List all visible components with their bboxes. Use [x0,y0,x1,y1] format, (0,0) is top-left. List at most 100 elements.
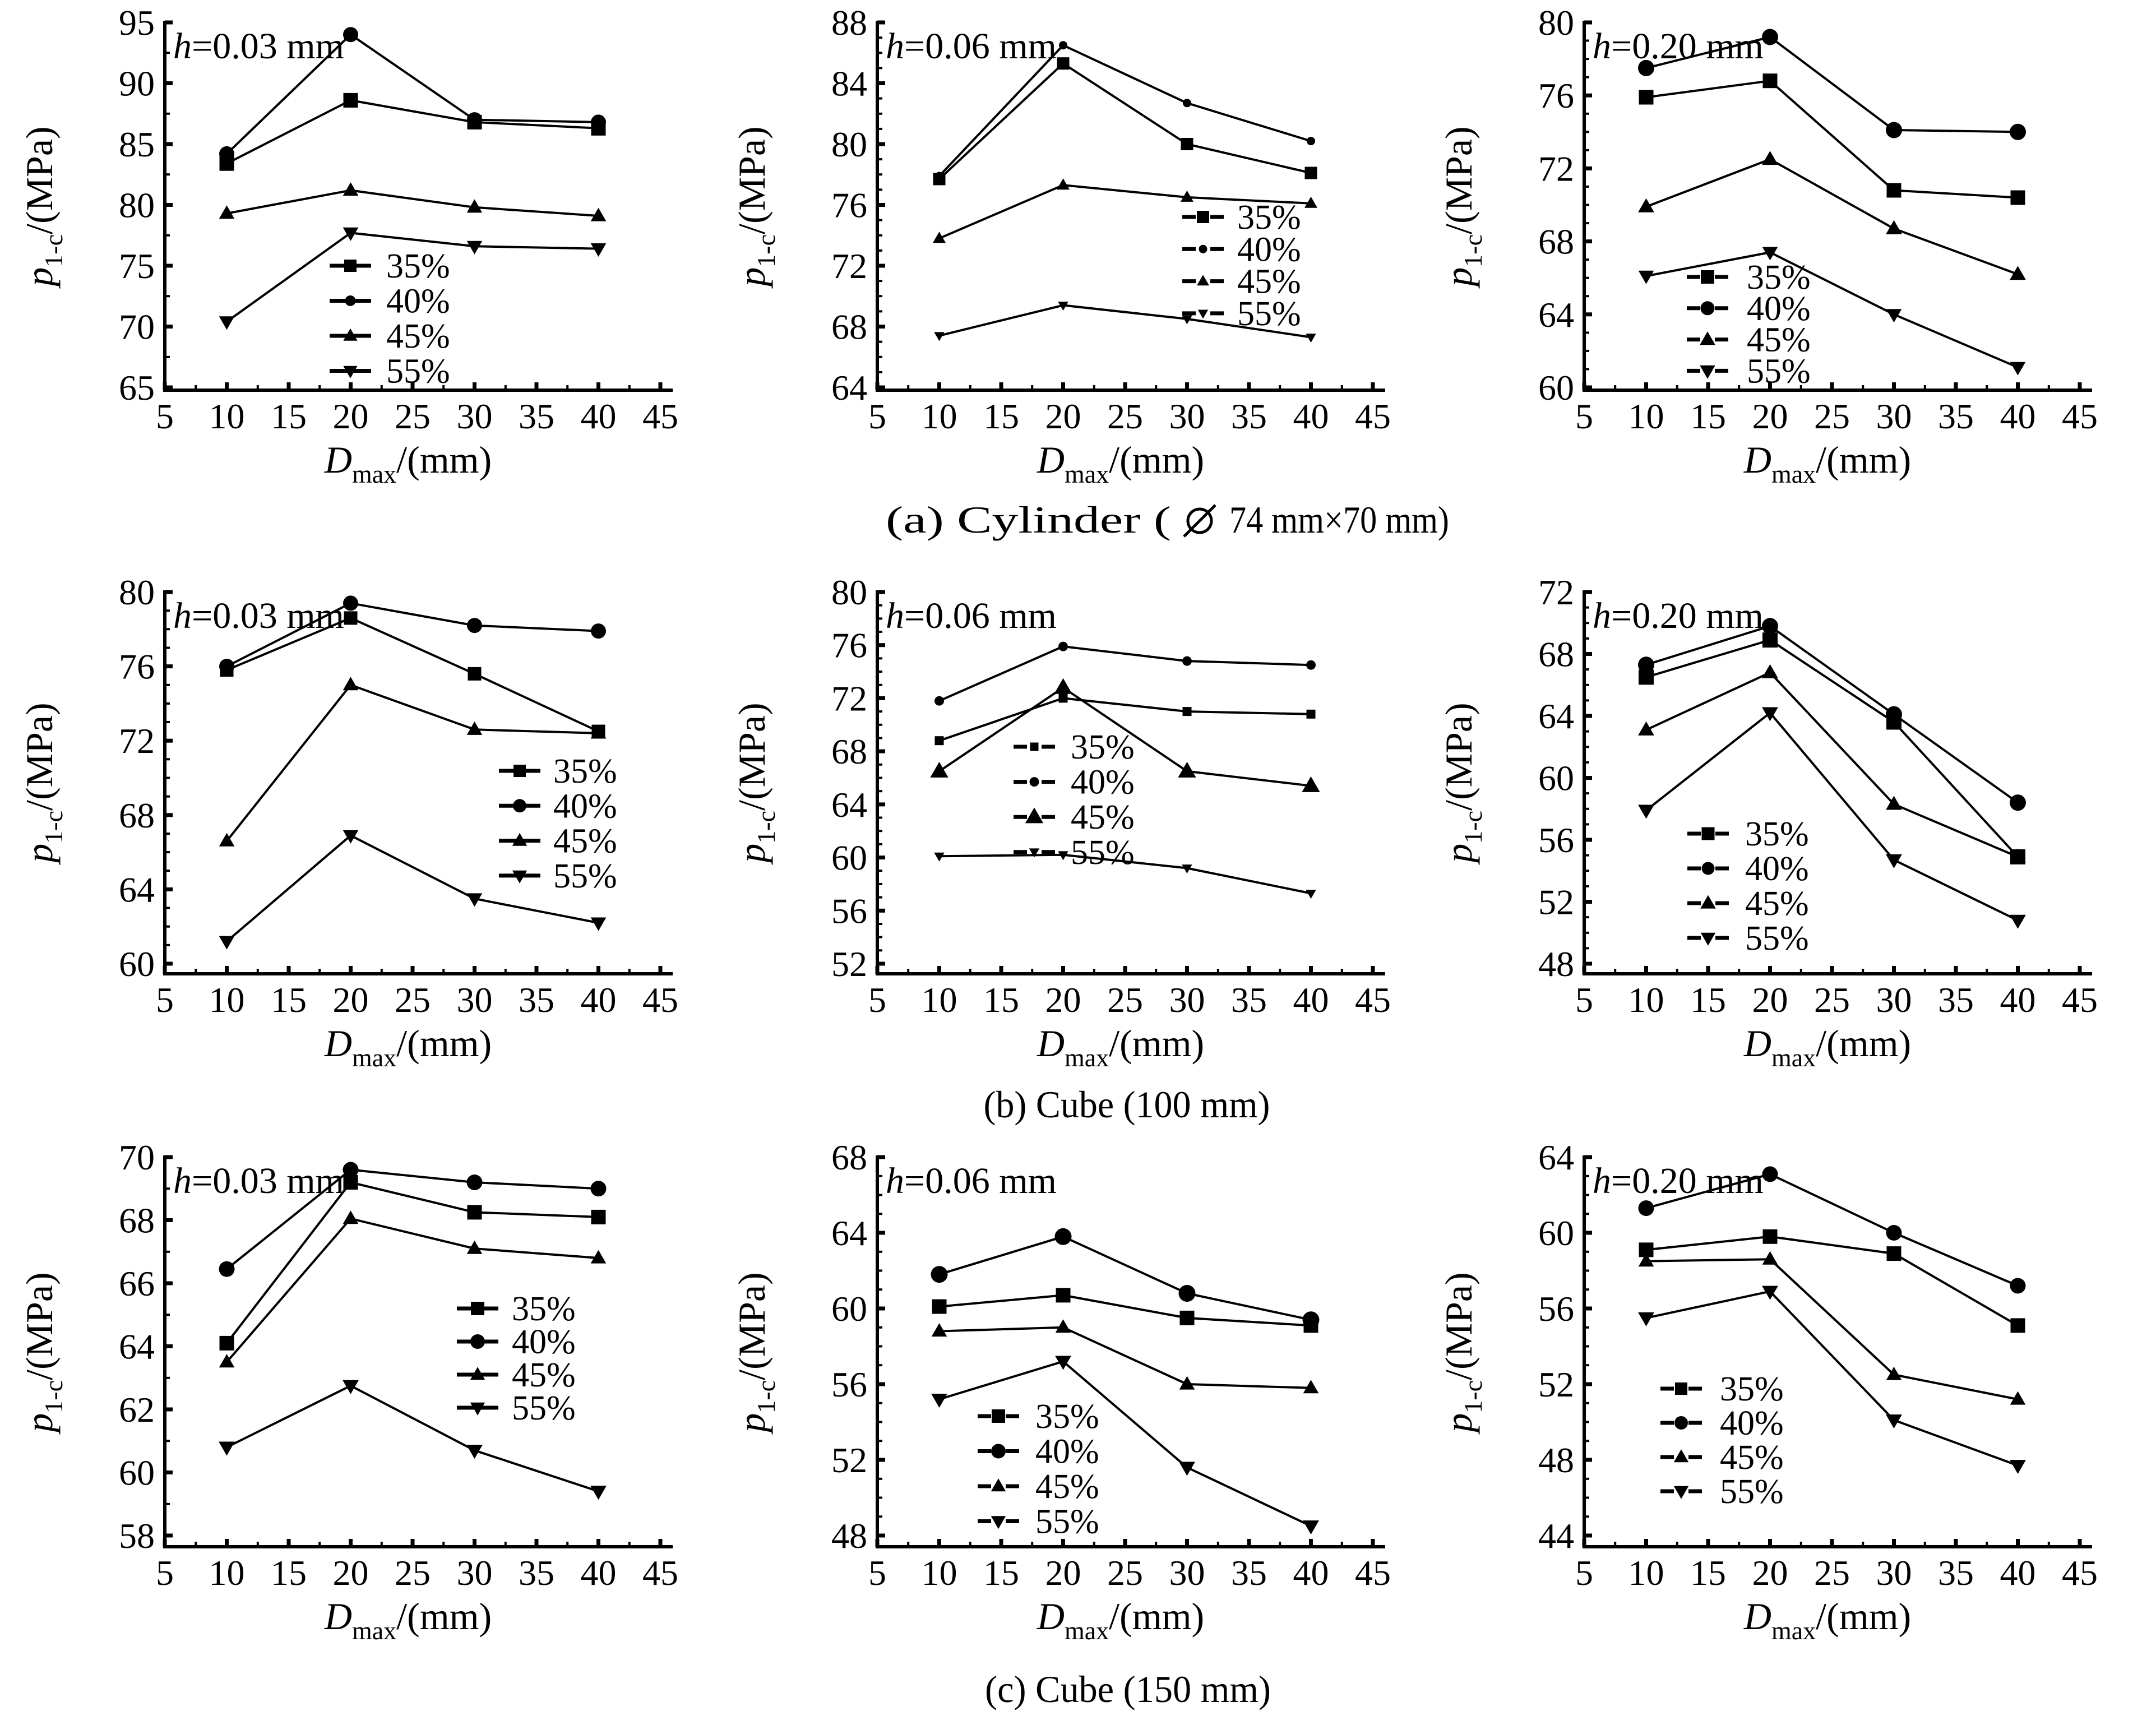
svg-text:55%: 55% [386,353,450,391]
svg-text:40: 40 [581,980,617,1020]
svg-text:85: 85 [119,124,155,164]
svg-text:70: 70 [119,307,155,347]
svg-text:40%: 40% [1747,290,1811,328]
svg-text:56: 56 [1538,1289,1574,1329]
svg-text:p1-c/(MPa): p1-c/(MPa) [1437,1272,1487,1434]
svg-text:35%: 35% [1745,815,1809,853]
svg-text:45%: 45% [1720,1439,1784,1477]
svg-text:10: 10 [1628,980,1664,1020]
svg-text:35%: 35% [1747,258,1811,297]
svg-text:45: 45 [642,1553,678,1593]
svg-text:20: 20 [333,980,369,1020]
svg-text:56: 56 [831,1365,867,1404]
svg-text:40%: 40% [553,787,617,825]
svg-text:55%: 55% [1071,834,1135,872]
svg-text:45: 45 [2062,396,2098,436]
svg-text:40: 40 [581,396,617,436]
svg-text:Dmax/(mm): Dmax/(mm) [1743,438,1911,488]
svg-text:90: 90 [119,64,155,104]
svg-text:55%: 55% [512,1389,576,1427]
svg-text:45%: 45% [1747,321,1811,359]
svg-text:20: 20 [333,396,369,436]
svg-text:h=0.06 mm: h=0.06 mm [886,26,1057,67]
svg-text:40%: 40% [1237,230,1301,269]
svg-text:35%: 35% [1071,728,1135,766]
svg-text:h=0.03 mm: h=0.03 mm [173,595,344,636]
svg-text:10: 10 [209,980,245,1020]
svg-text:68: 68 [119,796,155,835]
svg-text:66: 66 [119,1264,155,1303]
svg-text:5: 5 [1575,1553,1593,1593]
svg-text:5: 5 [868,980,886,1020]
svg-text:30: 30 [1876,1553,1912,1593]
svg-text:40%: 40% [1745,850,1809,888]
svg-text:25: 25 [1814,980,1850,1020]
svg-text:40: 40 [1293,396,1329,436]
svg-text:52: 52 [1538,882,1574,922]
svg-text:40: 40 [1293,1553,1329,1593]
svg-text:10: 10 [922,396,957,436]
svg-text:25: 25 [1107,980,1143,1020]
svg-text:64: 64 [831,1213,867,1253]
svg-text:30: 30 [1876,980,1912,1020]
svg-text:76: 76 [831,626,867,665]
svg-text:60: 60 [831,1289,867,1329]
svg-text:68: 68 [1538,635,1574,674]
svg-text:h=0.20 mm: h=0.20 mm [1593,595,1764,636]
svg-text:25: 25 [1814,1553,1850,1593]
svg-text:80: 80 [831,124,867,164]
svg-text:40: 40 [1293,980,1329,1020]
svg-text:60: 60 [1538,759,1574,798]
svg-text:30: 30 [457,396,493,436]
svg-text:64: 64 [1538,1137,1574,1177]
svg-text:76: 76 [831,186,867,225]
svg-text:60: 60 [119,1453,155,1493]
svg-text:5: 5 [156,980,174,1020]
svg-text:p1-c/(MPa): p1-c/(MPa) [1437,126,1487,288]
svg-text:88: 88 [831,3,867,43]
svg-text:10: 10 [209,396,245,436]
svg-text:45: 45 [1355,980,1391,1020]
svg-text:Dmax/(mm): Dmax/(mm) [1743,1595,1911,1645]
svg-text:55%: 55% [553,857,617,895]
svg-text:72: 72 [831,678,867,718]
svg-text:40%: 40% [1035,1433,1099,1471]
svg-text:30: 30 [1876,396,1912,436]
svg-text:Dmax/(mm): Dmax/(mm) [1037,1595,1204,1645]
svg-text:Dmax/(mm): Dmax/(mm) [1743,1022,1911,1072]
svg-text:45%: 45% [1237,263,1301,301]
svg-text:Dmax/(mm): Dmax/(mm) [324,1022,492,1072]
svg-text:20: 20 [333,1553,369,1593]
svg-text:45%: 45% [1071,798,1135,836]
svg-text:20: 20 [1045,1553,1081,1593]
svg-text:35: 35 [519,980,554,1020]
svg-text:68: 68 [831,1137,867,1177]
svg-text:45: 45 [2062,980,2098,1020]
svg-text:70: 70 [119,1137,155,1177]
svg-text:35: 35 [519,396,554,436]
svg-text:15: 15 [983,396,1019,436]
svg-text:30: 30 [1169,396,1205,436]
svg-text:25: 25 [1107,396,1143,436]
svg-text:64: 64 [1538,696,1574,736]
svg-text:15: 15 [1690,1553,1726,1593]
svg-text:15: 15 [271,980,307,1020]
svg-text:10: 10 [1628,1553,1664,1593]
svg-text:5: 5 [156,396,174,436]
svg-text:(c) Cube (150 mm): (c) Cube (150 mm) [985,1668,1271,1710]
svg-text:20: 20 [1752,980,1788,1020]
svg-text:74 mm×70 mm): 74 mm×70 mm) [1229,498,1449,541]
svg-text:25: 25 [395,1553,431,1593]
svg-text:45%: 45% [386,317,450,355]
svg-text:30: 30 [457,1553,493,1593]
svg-text:25: 25 [395,980,431,1020]
svg-text:64: 64 [831,368,867,408]
svg-text:40%: 40% [1071,764,1135,802]
svg-text:h=0.03 mm: h=0.03 mm [173,26,344,67]
svg-text:35: 35 [1231,980,1267,1020]
svg-text:55%: 55% [1745,919,1809,958]
svg-text:40%: 40% [512,1323,576,1361]
svg-text:30: 30 [1169,1553,1205,1593]
svg-text:95: 95 [119,3,155,43]
svg-text:20: 20 [1045,980,1081,1020]
